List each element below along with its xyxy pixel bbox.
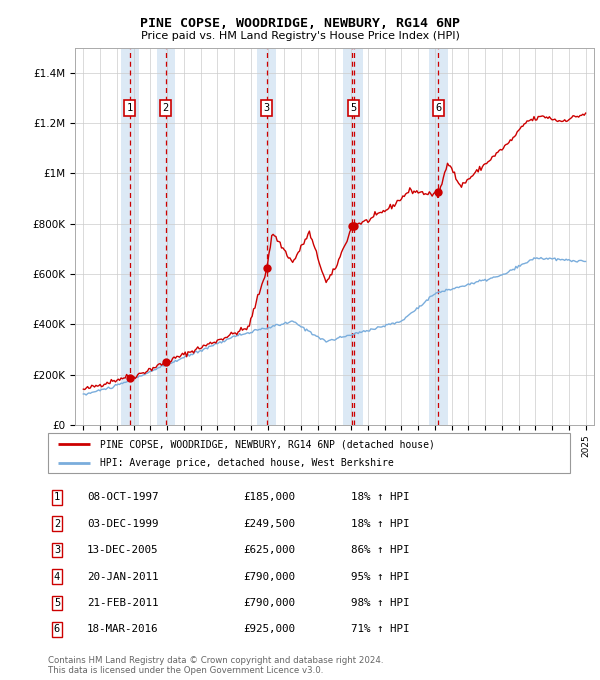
- Text: 5: 5: [350, 103, 357, 113]
- Text: 18% ↑ HPI: 18% ↑ HPI: [351, 519, 409, 529]
- Text: 2: 2: [163, 103, 169, 113]
- Bar: [344, 48, 363, 425]
- Text: £790,000: £790,000: [243, 572, 295, 581]
- Text: 6: 6: [436, 103, 442, 113]
- Text: PINE COPSE, WOODRIDGE, NEWBURY, RG14 6NP (detached house): PINE COPSE, WOODRIDGE, NEWBURY, RG14 6NP…: [100, 439, 435, 449]
- Text: £625,000: £625,000: [243, 545, 295, 555]
- Text: PINE COPSE, WOODRIDGE, NEWBURY, RG14 6NP: PINE COPSE, WOODRIDGE, NEWBURY, RG14 6NP: [140, 17, 460, 30]
- Text: This data is licensed under the Open Government Licence v3.0.: This data is licensed under the Open Gov…: [48, 666, 323, 675]
- Text: 95% ↑ HPI: 95% ↑ HPI: [351, 572, 409, 581]
- Text: 3: 3: [54, 545, 60, 555]
- Text: 4: 4: [54, 572, 60, 581]
- Text: 18% ↑ HPI: 18% ↑ HPI: [351, 492, 409, 503]
- Text: Price paid vs. HM Land Registry's House Price Index (HPI): Price paid vs. HM Land Registry's House …: [140, 31, 460, 41]
- Bar: [257, 48, 276, 425]
- Text: 5: 5: [54, 598, 60, 608]
- Text: 71% ↑ HPI: 71% ↑ HPI: [351, 624, 409, 634]
- Bar: [429, 48, 448, 425]
- Bar: [157, 48, 175, 425]
- Text: 18-MAR-2016: 18-MAR-2016: [87, 624, 158, 634]
- Text: £185,000: £185,000: [243, 492, 295, 503]
- Bar: [343, 48, 361, 425]
- Text: 13-DEC-2005: 13-DEC-2005: [87, 545, 158, 555]
- Text: 1: 1: [127, 103, 133, 113]
- Text: £790,000: £790,000: [243, 598, 295, 608]
- Bar: [121, 48, 139, 425]
- Text: 98% ↑ HPI: 98% ↑ HPI: [351, 598, 409, 608]
- FancyBboxPatch shape: [48, 433, 570, 473]
- Text: 08-OCT-1997: 08-OCT-1997: [87, 492, 158, 503]
- Text: 86% ↑ HPI: 86% ↑ HPI: [351, 545, 409, 555]
- Text: HPI: Average price, detached house, West Berkshire: HPI: Average price, detached house, West…: [100, 458, 394, 468]
- Text: 1: 1: [54, 492, 60, 503]
- Text: 2: 2: [54, 519, 60, 529]
- Text: 20-JAN-2011: 20-JAN-2011: [87, 572, 158, 581]
- Text: Contains HM Land Registry data © Crown copyright and database right 2024.: Contains HM Land Registry data © Crown c…: [48, 656, 383, 665]
- Text: 21-FEB-2011: 21-FEB-2011: [87, 598, 158, 608]
- Text: £249,500: £249,500: [243, 519, 295, 529]
- Text: 6: 6: [54, 624, 60, 634]
- Text: 3: 3: [263, 103, 270, 113]
- Text: 03-DEC-1999: 03-DEC-1999: [87, 519, 158, 529]
- Text: £925,000: £925,000: [243, 624, 295, 634]
